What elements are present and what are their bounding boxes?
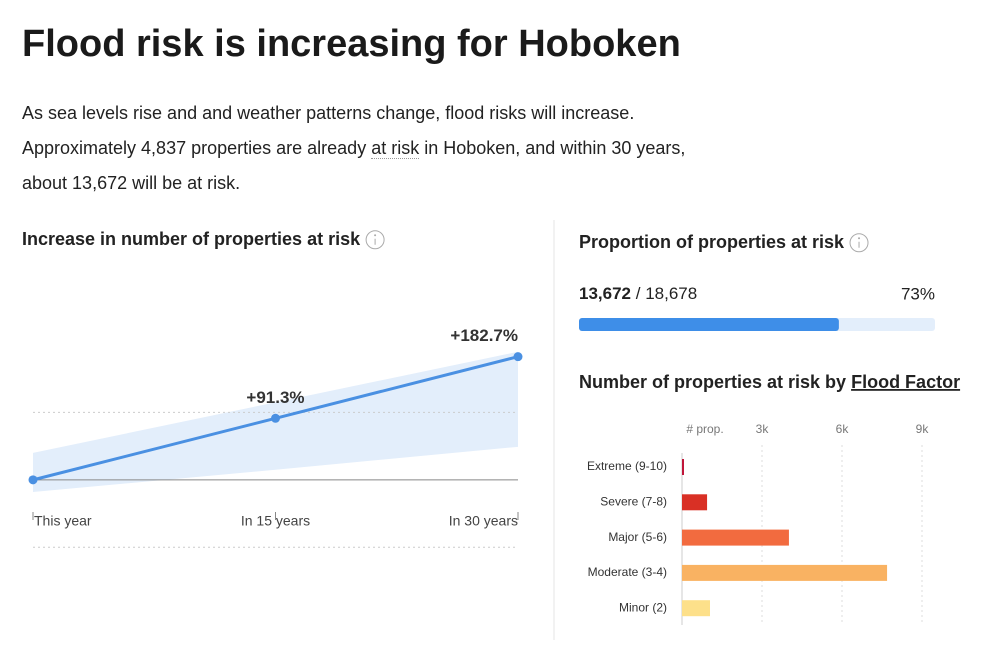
x-tick-label: 3k [756,422,770,436]
intro: As sea levels rise and and weather patte… [22,96,722,201]
point [271,413,280,423]
percent-label: 73% [901,284,935,303]
intro-text: in Hoboken, and within 30 years, about 1… [22,138,686,193]
chart-title: Number of properties at risk by Flood Fa… [579,372,960,392]
point [513,352,523,362]
section-title: Proportion of properties at risk [579,232,845,252]
flood-factor-term[interactable]: Flood Factor [851,372,960,392]
bar [682,564,888,581]
point [28,475,38,485]
chart-title: Increase in number of properties at risk [22,229,361,249]
title-text: Number of properties at risk by [579,372,851,392]
value-label: +91.3% [246,388,304,407]
x-tick-label: 9k [916,422,930,436]
category-label: Extreme (9-10) [587,459,667,473]
value-label: +182.7% [450,326,518,345]
axis-label: # prop. [686,422,723,436]
progress-fill [579,318,839,331]
page-title: Flood risk is increasing for Hoboken [22,23,681,65]
bar [682,529,789,546]
info-icon[interactable] [849,233,869,253]
category-label: Severe (7-8) [600,494,667,508]
info-icon[interactable] [365,230,385,250]
bar [682,600,710,617]
category-label: Moderate (3-4) [588,565,667,579]
bar [682,459,684,475]
bar [682,494,708,511]
x-tick-label: In 30 years [449,513,518,529]
x-tick-label: This year [34,513,92,529]
at-risk-count: 13,672 [579,284,631,303]
x-tick-label: 6k [836,422,850,436]
category-label: Major (5-6) [608,530,667,544]
at-risk-term[interactable]: at risk [371,138,420,159]
proportion-count: 13,672 / 18,678 [579,284,697,303]
separator: / [636,284,641,303]
category-label: Minor (2) [619,600,667,614]
x-tick-label: In 15 years [241,513,310,529]
intro-text: As sea levels rise and and weather patte… [22,103,635,158]
total-count: 18,678 [645,284,697,303]
